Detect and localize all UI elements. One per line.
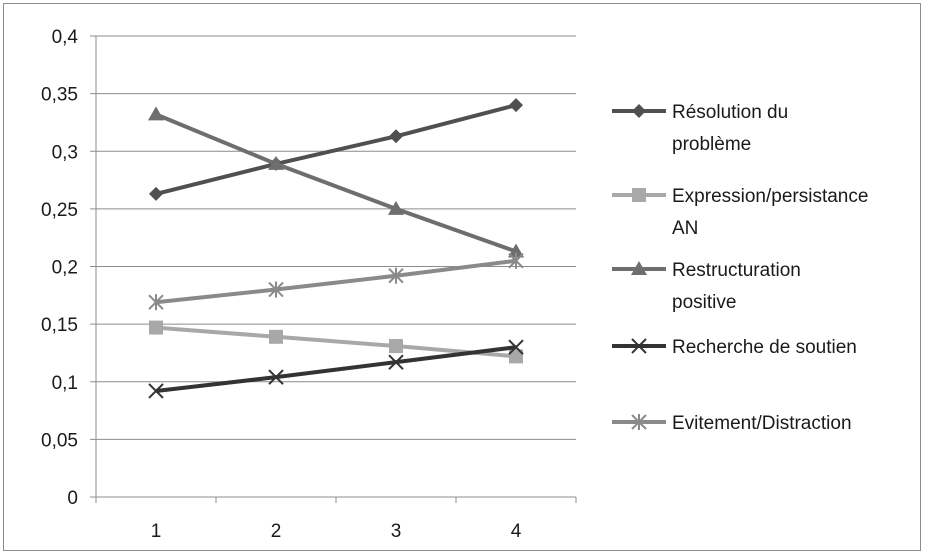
triangle-marker [388, 200, 404, 215]
series-line [155, 258, 517, 305]
legend: Résolution du problème Expression/persista… [612, 102, 868, 434]
x-tick-label: 3 [391, 521, 402, 542]
y-tick-label: 0,35 [41, 85, 78, 106]
legend-label: Expression/persistance [672, 186, 868, 207]
series-4 [148, 252, 524, 311]
y-axis-tick-labels: 0 0,05 0,1 0,15 0,2 0,25 0,3 0,35 0,4 [41, 27, 78, 509]
legend-item-4: Evitement/Distraction [612, 413, 852, 434]
grid-lines [96, 35, 576, 440]
x-marker-stroke [388, 354, 404, 370]
legend-label: Restructuration [672, 260, 801, 281]
x-tick-label: 1 [151, 521, 162, 542]
data-point [389, 339, 403, 354]
data-point [268, 281, 284, 298]
x-marker-stroke [631, 338, 647, 354]
legend-item-1: Expression/persistance AN [612, 186, 868, 239]
data-point [388, 267, 404, 284]
data-point [148, 106, 164, 121]
y-tick-label: 0,15 [41, 315, 78, 336]
legend-label: AN [672, 218, 698, 239]
data-point [149, 320, 163, 335]
legend-item-0: Résolution du problème [612, 102, 788, 155]
data-point [389, 129, 403, 144]
legend-item-3: Recherche de soutien [612, 337, 857, 358]
legend-marker [632, 104, 646, 118]
data-point [508, 339, 524, 355]
data-point [149, 186, 163, 201]
y-tick-label: 0,05 [41, 430, 78, 451]
series-line [155, 325, 517, 359]
x-marker-stroke [508, 339, 524, 355]
x-marker-stroke [148, 383, 164, 399]
series-lines [148, 98, 524, 399]
series-1 [149, 320, 523, 364]
y-tick-label: 0,4 [52, 27, 79, 48]
legend-marker [631, 261, 647, 275]
axes [90, 35, 577, 503]
square-marker [632, 188, 646, 202]
triangle-marker [508, 243, 524, 258]
legend-item-2: Restructuration positive [612, 260, 801, 313]
legend-label: Evitement/Distraction [672, 413, 852, 434]
y-tick-label: 0,2 [52, 258, 78, 279]
square-marker [509, 349, 523, 364]
legend-label: Résolution du [672, 102, 788, 123]
legend-marker [631, 414, 647, 430]
legend-label: problème [672, 134, 751, 155]
legend-marker [631, 338, 647, 354]
square-marker [149, 320, 163, 335]
series-3 [148, 339, 524, 399]
data-point [388, 200, 404, 215]
data-point [148, 294, 164, 311]
diamond-marker [389, 129, 403, 144]
chart-frame [3, 3, 921, 551]
data-point [268, 155, 284, 170]
x-marker-stroke [268, 369, 284, 385]
triangle-marker [631, 261, 647, 275]
data-point [508, 252, 524, 269]
square-marker [269, 329, 283, 344]
legend-marker [632, 188, 646, 202]
series-2 [148, 106, 524, 258]
y-tick-label: 0,3 [52, 142, 78, 163]
y-tick-label: 0,25 [41, 200, 78, 221]
data-point [269, 329, 283, 344]
data-point [148, 383, 164, 399]
x-tick-label: 2 [271, 521, 282, 542]
y-tick-label: 0,1 [52, 373, 78, 394]
data-point [509, 98, 523, 113]
diamond-marker [632, 104, 646, 118]
data-point [509, 349, 523, 364]
diamond-marker [509, 98, 523, 113]
diamond-marker [149, 186, 163, 201]
x-axis-tick-labels: 1 2 3 4 [151, 521, 522, 542]
triangle-marker [148, 106, 164, 121]
series-line [155, 345, 517, 393]
square-marker [389, 339, 403, 354]
legend-label: positive [672, 292, 736, 313]
series-line [155, 103, 517, 196]
data-point [508, 243, 524, 258]
x-tick-label: 4 [511, 521, 522, 542]
y-tick-label: 0 [67, 488, 78, 509]
triangle-marker [268, 155, 284, 170]
data-point [268, 369, 284, 385]
series-line [155, 112, 517, 254]
data-point [388, 354, 404, 370]
legend-label: Recherche de soutien [672, 337, 857, 358]
